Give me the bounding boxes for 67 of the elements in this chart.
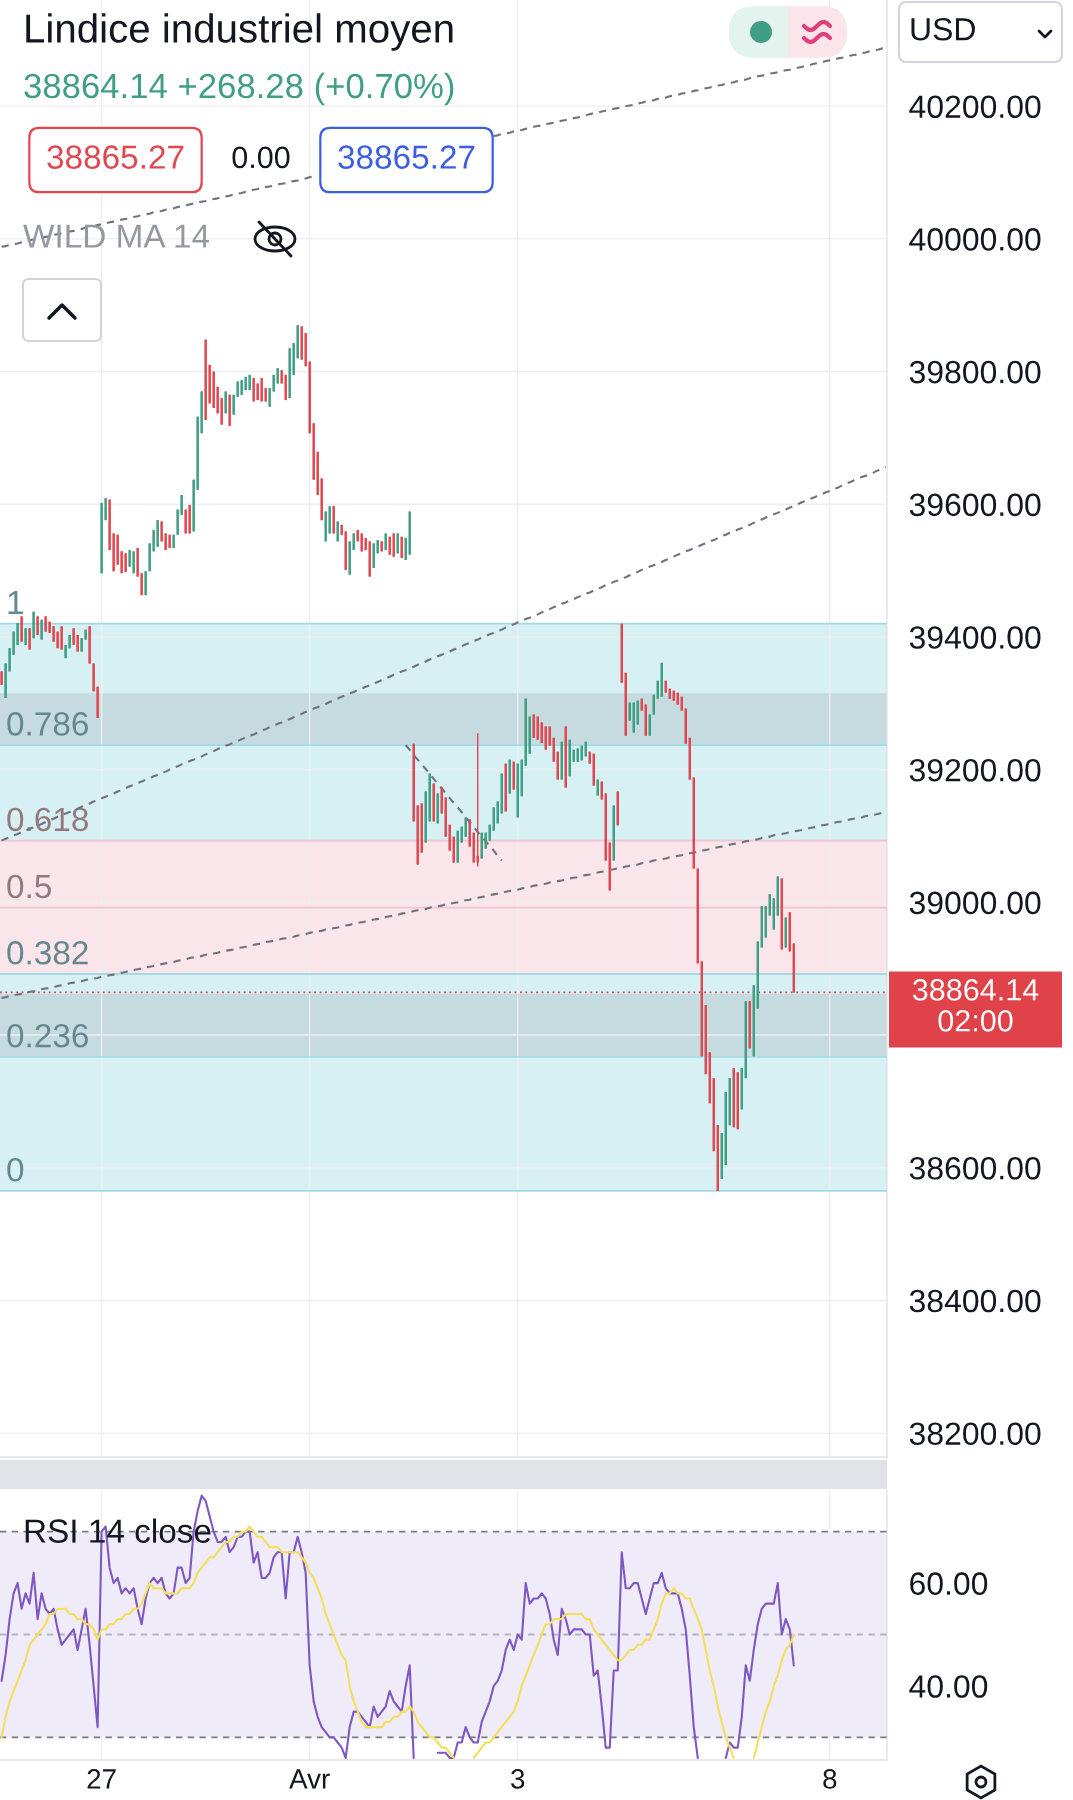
text: 38864.14 +268.28 (+0.70%) <box>24 72 454 106</box>
y-tick-label: 38400.00 <box>909 1289 1041 1313</box>
candlestick <box>172 534 175 549</box>
annotation: 0 <box>7 1157 24 1182</box>
y-tick-label: 39200.00 <box>909 758 1041 782</box>
candlestick <box>156 519 159 548</box>
candlestick <box>32 611 35 639</box>
candlestick <box>252 377 255 403</box>
annotation: 0.786 <box>7 712 88 736</box>
candlestick <box>248 374 251 391</box>
annotation: 0.382 <box>7 941 88 965</box>
candlestick <box>168 534 171 549</box>
candlestick <box>36 615 39 636</box>
candlestick <box>0 670 3 686</box>
y-tick-label: 38600.00 <box>909 1156 1041 1180</box>
candlestick <box>240 379 243 396</box>
y-tick-label: 39600.00 <box>909 493 1041 517</box>
x-tick-label: 8 <box>823 1769 837 1789</box>
candlestick <box>100 502 103 574</box>
annotation: 0.236 <box>7 1023 88 1048</box>
annotation: 0.00 <box>232 146 290 169</box>
candlestick <box>124 552 127 573</box>
x-tick-label: 3 <box>511 1769 525 1789</box>
annotation: 0.618 <box>7 807 88 832</box>
line-series <box>0 466 887 842</box>
ref-line-label: 38864.14 <box>912 979 1039 1001</box>
candlestick <box>392 532 395 558</box>
x-tick-label: 27 <box>87 1769 116 1789</box>
y-tick-label: 39800.00 <box>909 360 1041 384</box>
y-tick-label: 39400.00 <box>909 626 1041 649</box>
candlestick <box>228 394 231 427</box>
candlestick <box>284 374 287 401</box>
candlestick <box>288 347 291 399</box>
candlestick <box>88 625 91 665</box>
candlestick <box>224 390 227 415</box>
annotation: 38865.27 <box>338 145 475 169</box>
candlestick <box>132 550 135 574</box>
y-tick-label: 38200.00 <box>909 1422 1041 1445</box>
annotation: 1 <box>8 591 23 614</box>
candlestick <box>184 508 187 535</box>
candlestick <box>60 625 63 651</box>
y-tick-label: 40200.00 <box>909 95 1041 119</box>
candlestick <box>44 615 47 633</box>
line-series <box>404 744 503 862</box>
candlestick <box>324 510 327 543</box>
candlestick <box>204 339 207 421</box>
x-tick-label: Avr <box>289 1769 330 1789</box>
candlestick <box>144 570 147 596</box>
candlestick <box>476 732 479 868</box>
y-tick-label: 40.00 <box>909 1675 988 1698</box>
y-tick-label: 60.00 <box>910 1572 988 1595</box>
candlestick <box>260 377 263 403</box>
y-tick-label: 39000.00 <box>909 891 1041 915</box>
annotation: 0.5 <box>7 874 51 899</box>
candlestick <box>20 615 23 643</box>
candlestick <box>188 504 191 535</box>
candlestick <box>24 627 27 646</box>
text: 02:00 <box>938 1010 1013 1032</box>
chart-title: Lindice industriel moyen <box>26 13 453 51</box>
annotation: 38865.27 <box>47 145 184 169</box>
y-tick-label: 40000.00 <box>909 228 1041 251</box>
candlestick <box>28 627 31 651</box>
text: USD <box>911 17 975 41</box>
candlestick <box>56 630 59 649</box>
candlestick <box>256 382 259 401</box>
candlestick <box>40 618 43 641</box>
candlestick <box>244 376 247 391</box>
